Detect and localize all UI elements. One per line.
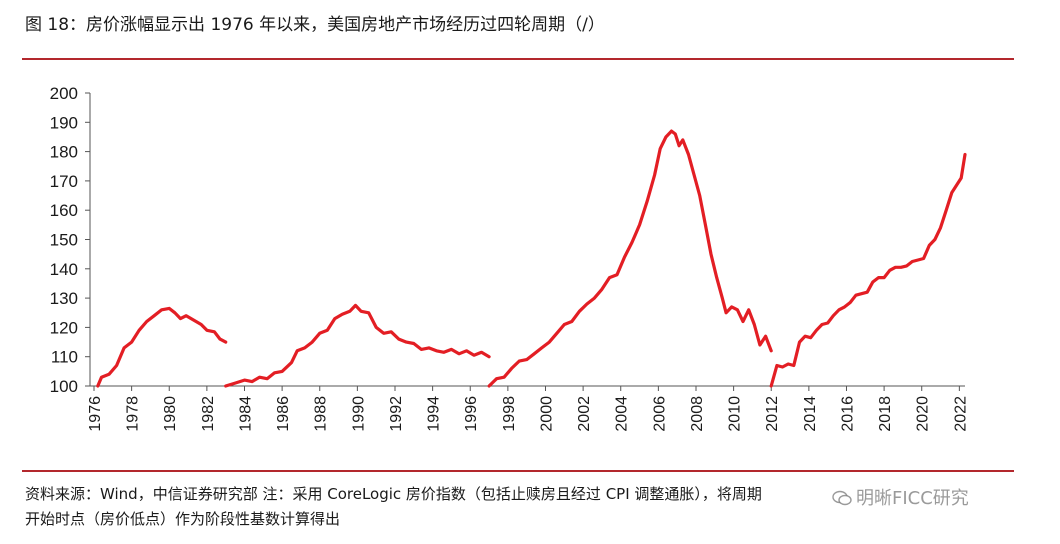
x-tick-label: 2020 xyxy=(915,396,932,432)
series-line-cycle-1 xyxy=(96,306,228,388)
y-tick-label: 200 xyxy=(50,84,78,103)
x-tick-label: 1986 xyxy=(275,396,292,432)
wechat-icon xyxy=(832,490,852,506)
x-tick-label: 1992 xyxy=(388,396,405,432)
y-tick-label: 120 xyxy=(50,318,78,337)
series-group xyxy=(96,129,967,388)
y-tick-label: 100 xyxy=(50,377,78,396)
y-tick-label: 140 xyxy=(50,260,78,279)
x-tick-label: 2012 xyxy=(764,396,781,432)
x-tick-label: 2016 xyxy=(839,396,856,432)
x-tick-label: 1982 xyxy=(200,396,217,432)
y-tick-label: 160 xyxy=(50,201,78,220)
source-note: 资料来源：Wind，中信证券研究部 注：采用 CoreLogic 房价指数（包括… xyxy=(25,482,1035,532)
x-tick-label: 2002 xyxy=(576,396,593,432)
title-rule xyxy=(22,58,1014,60)
source-rule xyxy=(22,470,1014,472)
figure-title: 图 18：房价涨幅显示出 1976 年以来，美国房地产市场经历过四轮周期（/） xyxy=(25,15,605,35)
x-tick-label: 1996 xyxy=(463,396,480,432)
y-tick-label: 190 xyxy=(50,113,78,132)
x-axis: 1976 1978 1980 1982 1984 1986 1988 1990 1992 1994… xyxy=(87,385,969,432)
x-tick-label: 2000 xyxy=(538,396,555,432)
x-tick-label: 2008 xyxy=(689,396,706,432)
x-tick-label: 2010 xyxy=(727,396,744,432)
x-tick-label: 2014 xyxy=(802,396,819,432)
x-tick-label: 1990 xyxy=(350,396,367,432)
x-tick-label: 1980 xyxy=(162,396,179,432)
series-line-cycle-3 xyxy=(487,129,773,388)
y-tick-label: 150 xyxy=(50,231,78,250)
source-line-2: 开始时点（房价低点）作为阶段性基数计算得出 xyxy=(25,510,341,528)
x-tick-label: 1976 xyxy=(87,396,104,432)
source-line-1: 资料来源：Wind，中信证券研究部 注：采用 CoreLogic 房价指数（包括… xyxy=(25,485,762,503)
y-tick-label: 170 xyxy=(50,172,78,191)
x-tick-label: 1988 xyxy=(313,396,330,432)
y-tick-label: 130 xyxy=(50,289,78,308)
series-line-cycle-4 xyxy=(769,152,967,388)
x-tick-label: 2006 xyxy=(651,396,668,432)
x-tick-label: 2004 xyxy=(614,396,631,432)
x-tick-label: 1994 xyxy=(426,396,443,432)
watermark-text: 明晰FICC研究 xyxy=(856,488,969,509)
x-tick-label: 2018 xyxy=(877,396,894,432)
y-axis: 100 110 120 130 140 150 160 170 180 190 200 xyxy=(50,84,91,396)
x-tick-label: 1984 xyxy=(237,396,254,432)
x-tick-label: 1998 xyxy=(501,396,518,432)
x-tick-label: 1978 xyxy=(125,396,142,432)
y-tick-label: 180 xyxy=(50,143,78,162)
x-tick-label: 2022 xyxy=(952,396,969,432)
y-tick-label: 110 xyxy=(51,348,78,367)
series-line-cycle-2 xyxy=(224,303,491,388)
watermark: 明晰FICC研究 xyxy=(832,484,969,510)
